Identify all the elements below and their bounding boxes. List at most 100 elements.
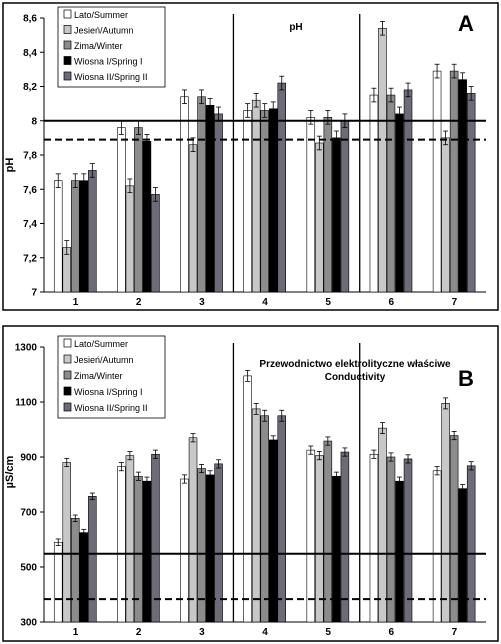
bar <box>62 462 72 623</box>
bar <box>306 449 316 623</box>
bar <box>134 127 143 293</box>
bar <box>268 439 278 623</box>
x-tick-label: 3 <box>199 297 205 308</box>
bar <box>243 375 252 623</box>
bar <box>188 144 198 293</box>
bar <box>151 194 160 293</box>
legend-label: Zima/Winter <box>74 371 123 381</box>
y-tick-label: 7,2 <box>23 253 37 264</box>
bar <box>125 455 135 623</box>
bar <box>251 99 261 293</box>
bar <box>79 180 89 293</box>
panel-b-ylabel: µS/cm <box>4 455 16 488</box>
bar <box>151 453 160 623</box>
x-tick-label: 7 <box>452 297 458 308</box>
x-tick-label: 6 <box>389 627 395 638</box>
panel-a-plot: 7 7,2 7,4 7,6 7,8 8 8,2 8,4 8,6 1 2 3 4 5 6 7 <box>23 14 486 308</box>
legend-swatch <box>63 386 72 396</box>
y-tick-label: 1300 <box>15 343 38 354</box>
bar <box>71 180 80 293</box>
legend-label: Wiosna II/Spring II <box>74 72 148 82</box>
panel-a-legend-box <box>57 6 166 88</box>
bar <box>386 94 396 293</box>
legend-swatch <box>63 338 72 348</box>
bar <box>117 127 126 293</box>
legend-swatch <box>63 56 72 65</box>
legend-swatch <box>63 354 72 364</box>
legend-label: Jesień/Autumn <box>74 26 134 36</box>
y-tick-label: 7,4 <box>23 219 37 230</box>
bar <box>340 120 350 293</box>
bar <box>251 408 261 623</box>
y-tick-label: 8,2 <box>23 82 37 93</box>
bar <box>277 82 287 293</box>
x-tick-label: 4 <box>262 627 268 638</box>
bar <box>197 96 206 293</box>
panel-b-plot: 300 500 700 900 1100 1300 1 2 3 4 5 6 7 <box>15 343 486 638</box>
panel-a-letter: A <box>458 11 474 36</box>
bar <box>205 105 215 293</box>
bar <box>260 415 269 623</box>
bar <box>378 27 387 293</box>
bar <box>188 437 198 623</box>
y-tick-label: 500 <box>20 563 37 574</box>
bar <box>214 113 223 293</box>
y-tick-label: 7 <box>31 288 37 299</box>
bar <box>125 185 135 293</box>
y-tick-label: 700 <box>20 508 37 519</box>
x-tick-label: 1 <box>73 627 79 638</box>
legend-label: Jesień/Autumn <box>74 355 134 365</box>
bar <box>142 480 152 623</box>
bar <box>458 488 467 623</box>
legend-swatch <box>63 40 72 50</box>
panel-a-ylabel: pH <box>4 158 16 173</box>
bar <box>180 478 189 623</box>
bar <box>340 451 350 623</box>
panel-b-legend: Lato/Summer Jesień/Autumn Zima/Winter Wiosn… <box>63 338 148 413</box>
panel-b-subtitle: Conductivity <box>325 372 386 383</box>
bar <box>180 96 189 293</box>
bar <box>315 142 324 293</box>
panel-b-legend-box <box>57 335 166 419</box>
panel-a-title: pH <box>289 22 302 33</box>
x-tick-label: 2 <box>136 627 142 638</box>
y-tick-label: 8 <box>31 116 37 127</box>
x-tick-label: 1 <box>73 297 79 308</box>
panel-b-title: Przewodnictwo elektrolityczne właściwe <box>259 359 451 370</box>
y-tick-label: 8,4 <box>23 48 37 59</box>
x-tick-label: 2 <box>136 297 142 308</box>
legend-label: Wiosna I/Spring I <box>74 387 143 397</box>
bar <box>466 93 476 293</box>
bar <box>386 456 396 623</box>
x-tick-label: 5 <box>325 627 331 638</box>
y-tick-label: 1100 <box>15 398 37 409</box>
y-tick-label: 8,6 <box>23 14 37 25</box>
legend-swatch <box>63 9 72 19</box>
legend-swatch <box>63 402 72 412</box>
legend-label: Wiosna II/Spring II <box>74 403 148 413</box>
bar <box>268 108 278 293</box>
bar <box>323 440 333 623</box>
bar <box>88 170 97 293</box>
bar <box>71 518 80 623</box>
bar <box>260 110 269 293</box>
bar <box>277 415 287 623</box>
x-tick-label: 5 <box>325 297 331 308</box>
bar <box>441 137 450 293</box>
bar <box>395 480 404 623</box>
legend-label: Wiosna I/Spring I <box>74 57 143 67</box>
bar <box>432 70 442 293</box>
bar <box>243 110 252 293</box>
legend-swatch <box>63 370 72 380</box>
x-tick-label: 3 <box>199 627 205 638</box>
legend-label: Zima/Winter <box>74 41 123 51</box>
bar <box>378 427 387 623</box>
legend-label: Lato/Summer <box>74 339 128 349</box>
x-tick-label: 7 <box>452 627 458 638</box>
legend-swatch <box>63 25 72 34</box>
legend-swatch <box>63 71 72 81</box>
y-tick-label: 7,6 <box>23 185 37 196</box>
bar <box>458 79 467 293</box>
